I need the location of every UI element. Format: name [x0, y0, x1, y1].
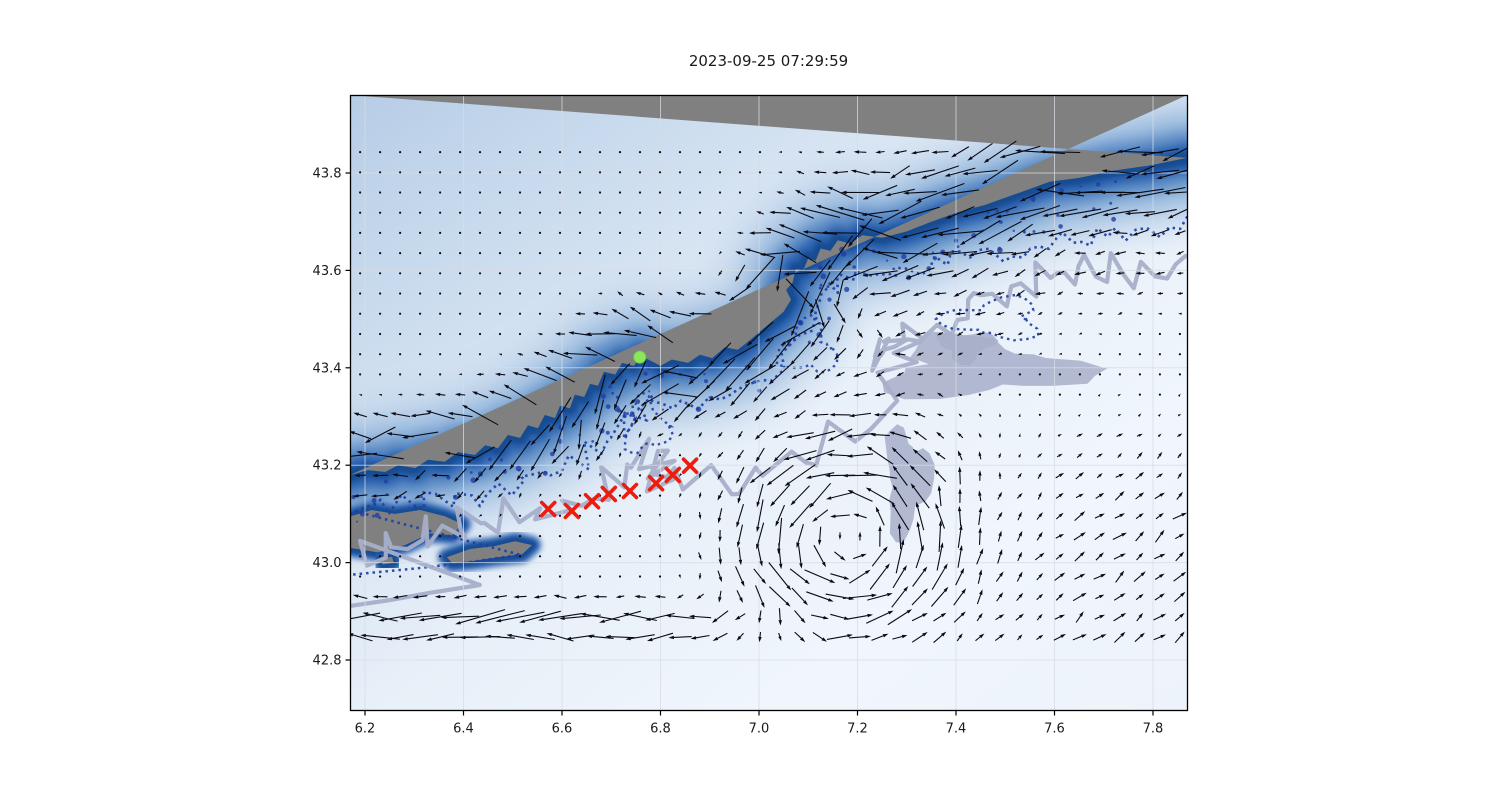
x-tick-label: 6.4 — [453, 722, 474, 737]
y-tick-label: 43.8 — [313, 167, 342, 182]
track-marker-x — [647, 474, 665, 492]
x-tick-label: 6.8 — [650, 722, 671, 737]
track-marker-x — [600, 485, 618, 503]
track-marker-x — [664, 466, 682, 484]
y-tick-label: 43.6 — [313, 264, 342, 279]
island — [446, 541, 532, 564]
x-tick-label: 6.2 — [355, 722, 376, 737]
current-vectors — [350, 140, 1188, 644]
track-marker-x — [681, 457, 699, 474]
plot-title: 2023-09-25 07:29:59 — [688, 52, 849, 70]
drifter-track — [539, 457, 699, 520]
isobath-blob-purple — [884, 424, 935, 543]
land-peninsula — [350, 510, 462, 553]
track-marker-x — [621, 482, 639, 500]
track-marker-x — [563, 502, 581, 520]
start-point-marker — [633, 350, 647, 364]
isobath-loop-navy — [775, 313, 839, 374]
plot-border — [349, 94, 1189, 712]
y-tick-label: 42.8 — [313, 654, 342, 669]
track-marker-x — [539, 500, 557, 518]
y-tick-label: 43.0 — [313, 556, 342, 571]
shallow-speckles — [351, 180, 1117, 523]
isobath-blob-purple — [936, 332, 999, 366]
track-marker-x — [583, 492, 601, 510]
x-tick-label: 7.4 — [946, 722, 967, 737]
x-tick-label: 7.6 — [1044, 722, 1065, 737]
y-tick-label: 43.2 — [313, 459, 342, 474]
isobath-loop-navy — [623, 391, 675, 455]
map-layers — [350, 95, 1188, 711]
axis-ticks: 6.2 6.4 6.6 6.8 7.0 7.2 7.4 7.6 7.8 42.8 43.0 43.2 4… — [313, 167, 1164, 737]
isobath-blob-purple — [882, 331, 1109, 400]
x-tick-label: 6.6 — [552, 722, 573, 737]
x-tick-label: 7.0 — [749, 722, 770, 737]
gridlines — [350, 95, 1188, 711]
x-tick-label: 7.8 — [1143, 722, 1164, 737]
x-tick-label: 7.2 — [847, 722, 868, 737]
y-tick-label: 43.4 — [313, 361, 342, 376]
isobath-loop-navy — [934, 293, 1040, 342]
